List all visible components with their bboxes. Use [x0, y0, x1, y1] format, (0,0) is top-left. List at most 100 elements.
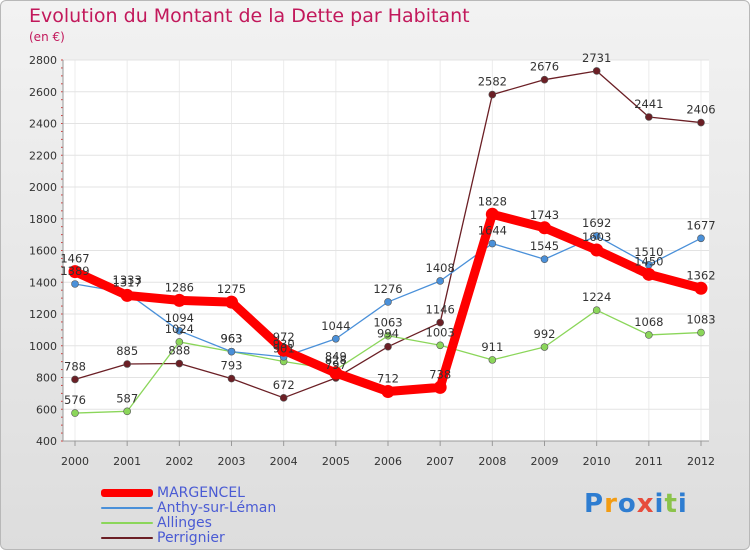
- logo-letter: t: [664, 489, 678, 519]
- logo-letter: i: [654, 489, 665, 519]
- data-label: 930: [273, 337, 295, 351]
- data-point: [175, 338, 184, 346]
- y-tick-label: 2800: [29, 54, 57, 67]
- y-minor-tick: [61, 377, 63, 378]
- logo-letter: P: [584, 489, 605, 519]
- y-minor-tick: [61, 59, 63, 61]
- logo-letter: o: [617, 489, 637, 519]
- y-minor-tick: [61, 392, 63, 394]
- data-point: [172, 293, 186, 307]
- data-point: [488, 356, 497, 364]
- data-point: [225, 295, 238, 309]
- y-minor-tick: [61, 289, 63, 291]
- data-label: 1024: [165, 322, 194, 336]
- data-point: [540, 343, 549, 351]
- data-point: [123, 407, 131, 416]
- data-label: 1467: [60, 252, 89, 266]
- y-minor-tick: [61, 107, 63, 109]
- y-minor-tick: [61, 424, 63, 426]
- data-label: 828: [325, 353, 347, 367]
- data-label: 1146: [426, 303, 455, 317]
- y-minor-tick: [61, 257, 63, 259]
- data-point: [71, 375, 79, 384]
- data-point: [381, 384, 395, 398]
- data-point: [645, 331, 653, 339]
- legend-label: MARGENCEL: [157, 485, 245, 501]
- data-point: [436, 341, 444, 350]
- data-point: [645, 113, 653, 121]
- y-minor-tick: [61, 369, 63, 371]
- data-point: [227, 347, 236, 356]
- y-minor-tick: [61, 123, 63, 124]
- data-label: 1644: [478, 224, 507, 238]
- x-tick-label: 2001: [113, 455, 141, 468]
- data-label: 1063: [373, 316, 402, 330]
- data-label: 1333: [113, 273, 142, 287]
- data-label: 1275: [217, 282, 246, 296]
- y-minor-tick: [61, 146, 63, 148]
- data-label: 576: [64, 393, 86, 407]
- y-minor-tick: [61, 83, 63, 85]
- y-minor-tick: [61, 91, 63, 93]
- legend-item-perrignier: Perrignier: [101, 530, 225, 546]
- data-point: [433, 380, 447, 394]
- data-point: [279, 394, 288, 402]
- logo-letter: i: [677, 489, 688, 519]
- data-label: 672: [273, 378, 295, 392]
- y-minor-tick: [61, 416, 63, 418]
- y-minor-tick: [61, 361, 63, 363]
- data-label: 1743: [530, 208, 559, 222]
- data-point: [697, 328, 705, 337]
- x-tick-label: 2006: [374, 455, 402, 468]
- data-label: 1545: [530, 239, 559, 253]
- data-label: 793: [221, 359, 243, 373]
- data-point: [538, 221, 551, 235]
- y-minor-tick: [61, 218, 63, 220]
- y-minor-tick: [61, 345, 63, 347]
- data-label: 1224: [582, 290, 611, 304]
- y-minor-tick: [61, 75, 63, 77]
- y-minor-tick: [61, 408, 63, 410]
- y-minor-tick: [61, 99, 63, 101]
- x-tick-label: 2007: [426, 455, 454, 468]
- data-point: [384, 298, 392, 306]
- y-minor-tick: [61, 234, 63, 236]
- y-minor-tick: [61, 329, 63, 331]
- data-label: 1362: [686, 268, 715, 282]
- data-label: 1389: [60, 264, 89, 278]
- y-minor-tick: [61, 194, 63, 196]
- data-point: [120, 288, 134, 302]
- y-tick-label: 2600: [29, 86, 57, 99]
- data-label: 1286: [165, 280, 194, 294]
- y-minor-tick: [61, 273, 63, 275]
- data-label: 885: [116, 344, 138, 358]
- data-label: 797: [325, 358, 347, 372]
- data-point: [697, 118, 705, 127]
- y-minor-tick: [61, 210, 63, 212]
- data-label: 2582: [478, 75, 507, 89]
- y-minor-tick: [61, 440, 63, 442]
- data-label: 1003: [426, 325, 455, 339]
- data-label: 1094: [165, 311, 194, 325]
- y-minor-tick: [61, 178, 63, 180]
- y-tick-label: 400: [36, 435, 57, 448]
- data-point: [592, 306, 601, 314]
- y-minor-tick: [61, 226, 63, 228]
- x-tick-label: 2011: [635, 455, 663, 468]
- data-label: 2731: [582, 51, 611, 65]
- y-tick-label: 800: [36, 372, 57, 385]
- data-label: 712: [377, 371, 399, 385]
- data-label: 788: [64, 359, 86, 373]
- data-label: 1068: [634, 315, 663, 329]
- y-minor-tick: [61, 186, 63, 188]
- data-label: 1603: [582, 230, 611, 244]
- data-point: [642, 267, 656, 281]
- data-point: [71, 409, 79, 417]
- data-point: [540, 255, 549, 264]
- y-minor-tick: [61, 202, 63, 204]
- data-point: [277, 343, 291, 357]
- data-label: 972: [273, 330, 295, 344]
- legend-swatch: [101, 507, 153, 509]
- data-point: [175, 359, 184, 368]
